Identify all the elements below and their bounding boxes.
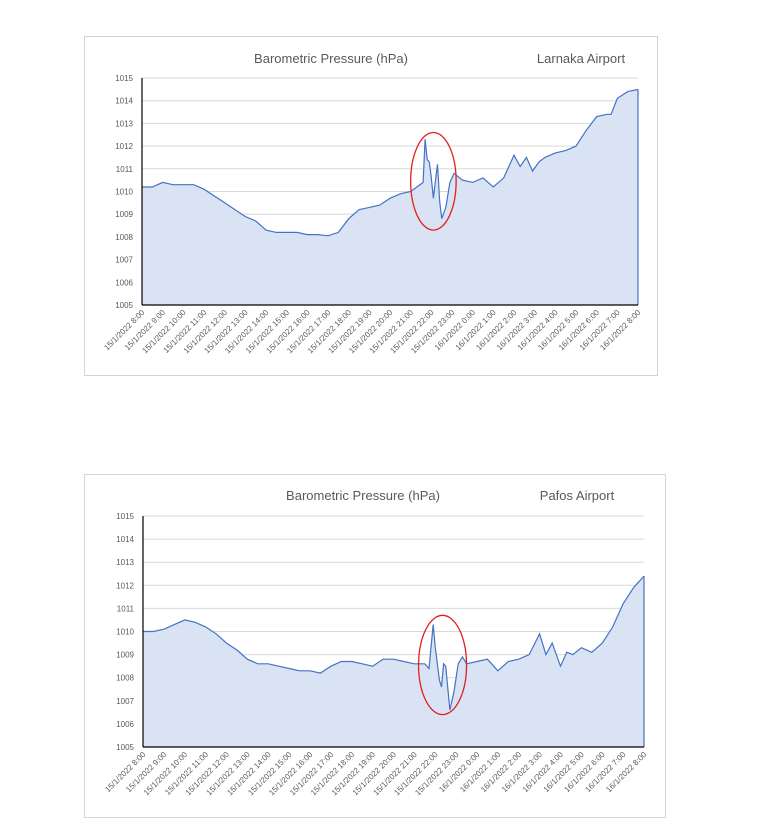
y-tick-label: 1009 xyxy=(115,210,133,219)
pafos-chart-panel: Barometric Pressure (hPa) Pafos Airport … xyxy=(84,474,666,818)
pressure-area xyxy=(142,89,638,306)
y-tick-label: 1011 xyxy=(116,165,134,174)
y-tick-label: 1012 xyxy=(116,581,134,590)
y-tick-label: 1015 xyxy=(115,74,133,83)
larnaka-chart-panel: Barometric Pressure (hPa) Larnaka Airpor… xyxy=(84,36,658,376)
y-tick-label: 1008 xyxy=(115,233,133,242)
chart-title: Barometric Pressure (hPa) xyxy=(286,488,440,503)
y-tick-label: 1007 xyxy=(115,256,133,265)
pressure-line xyxy=(143,575,645,711)
y-tick-label: 1006 xyxy=(116,720,134,729)
y-tick-label: 1012 xyxy=(115,142,133,151)
y-tick-label: 1013 xyxy=(116,558,134,567)
y-tick-label: 1008 xyxy=(116,674,134,683)
chart-subtitle: Larnaka Airport xyxy=(537,51,626,66)
chart-title: Barometric Pressure (hPa) xyxy=(254,51,408,66)
y-tick-label: 1009 xyxy=(116,651,134,660)
chart-subtitle: Pafos Airport xyxy=(540,488,615,503)
pafos-pressure-chart: Barometric Pressure (hPa) Pafos Airport … xyxy=(103,488,649,797)
y-tick-label: 1006 xyxy=(115,278,133,287)
y-tick-label: 1014 xyxy=(116,535,134,544)
y-tick-label: 1010 xyxy=(116,628,134,637)
y-tick-label: 1005 xyxy=(116,743,134,752)
highlight-ellipse xyxy=(410,131,457,231)
y-tick-label: 1015 xyxy=(116,512,134,521)
y-tick-label: 1013 xyxy=(115,119,133,128)
highlight-ellipse xyxy=(417,614,468,716)
y-tick-label: 1011 xyxy=(117,604,135,613)
y-tick-label: 1007 xyxy=(116,697,134,706)
pressure-area xyxy=(143,576,644,747)
y-tick-label: 1010 xyxy=(115,188,133,197)
y-tick-label: 1014 xyxy=(115,97,133,106)
y-tick-label: 1005 xyxy=(115,301,133,310)
larnaka-pressure-chart: Barometric Pressure (hPa) Larnaka Airpor… xyxy=(102,51,643,355)
pressure-line xyxy=(142,88,639,237)
